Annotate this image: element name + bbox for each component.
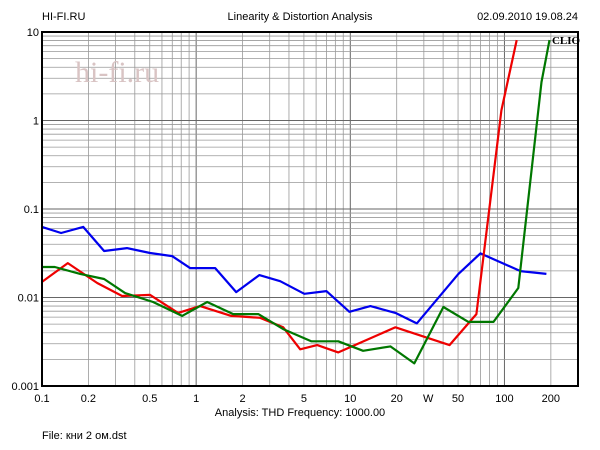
x-tick-label: 100	[495, 393, 513, 405]
y-tick-label: 1	[33, 116, 39, 128]
x-tick-label: 0.2	[81, 393, 96, 405]
x-tick-label: 1	[193, 393, 199, 405]
x-tick-label: W	[423, 393, 434, 405]
tick-labels: 0.1 0.2 0.5 1 2 5 10 20 W 50 100 200 10 1 0.1 0.01 0.001	[11, 27, 560, 405]
watermark-logo: hi-fi.ru	[75, 56, 159, 89]
series-line-green	[42, 39, 551, 365]
x-tick-label: 50	[452, 393, 464, 405]
x-tick-label: 5	[301, 393, 307, 405]
header-datetime: 02.09.2010 19.08.24	[477, 11, 578, 23]
x-tick-label: 0.1	[34, 393, 49, 405]
x-tick-label: 20	[391, 393, 403, 405]
x-tick-label: 2	[239, 393, 245, 405]
analysis-label: Analysis: THD Frequency: 1000.00	[215, 407, 385, 419]
y-tick-label: 10	[27, 27, 39, 39]
y-tick-label: 0.001	[11, 381, 39, 393]
series-line-blue	[41, 225, 547, 325]
header-left: HI-FI.RU	[42, 11, 85, 23]
file-label: File: кни 2 ом.dst	[42, 430, 127, 442]
chart-title: Linearity & Distortion Analysis	[228, 11, 373, 23]
plot-frame	[41, 31, 579, 387]
series-group	[41, 39, 551, 365]
x-tick-label: 200	[542, 393, 560, 405]
y-tick-label: 0.01	[18, 293, 39, 305]
y-tick-label: 0.1	[24, 204, 39, 216]
x-tick-label: 0.5	[142, 393, 157, 405]
clio-brand: CLIO	[552, 35, 581, 47]
x-tick-label: 10	[344, 393, 356, 405]
